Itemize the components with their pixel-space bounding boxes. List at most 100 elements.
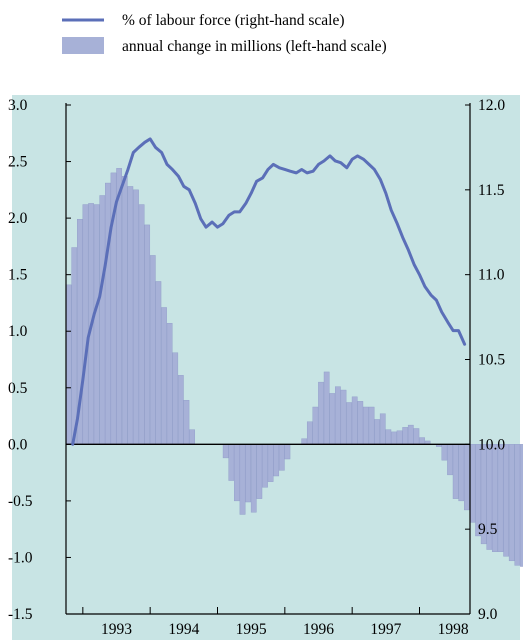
line-series	[71, 137, 467, 446]
bar	[256, 444, 263, 499]
bar	[189, 429, 195, 445]
bar	[368, 406, 375, 445]
bar	[144, 224, 151, 445]
bar	[379, 413, 386, 445]
bar-series	[65, 168, 523, 567]
tick-labels: 3.0 2.5 2.0 1.5 1.0 0.5 0.0 -0.5 -1.0 -1.5 12.0 11.…	[8, 97, 505, 638]
bar	[391, 431, 397, 445]
bar	[149, 255, 156, 445]
bar	[222, 444, 229, 459]
right-tick-label: 12.0	[478, 97, 505, 114]
bar	[262, 444, 268, 488]
legend-label-bars: annual change in millions (left-hand sca…	[122, 38, 387, 55]
bar	[419, 437, 425, 445]
bar	[234, 444, 240, 502]
bar	[312, 406, 319, 445]
left-tick-label: 2.0	[8, 210, 28, 227]
bar	[508, 444, 515, 562]
bar	[469, 444, 476, 523]
bar	[65, 284, 72, 445]
bar	[413, 428, 420, 445]
bar	[239, 444, 246, 515]
bar	[335, 386, 341, 445]
bar	[228, 444, 235, 481]
bar	[447, 444, 453, 476]
bar	[127, 186, 134, 445]
left-tick-label: 1.5	[8, 267, 28, 284]
bar	[278, 444, 285, 471]
legend-bar-swatch	[62, 37, 104, 54]
bar	[340, 389, 347, 445]
bar	[464, 444, 470, 511]
x-tick-label: 1993	[101, 621, 132, 638]
x-tick-label: 1998	[438, 621, 469, 638]
bar	[183, 400, 190, 445]
left-tick-label: 3.0	[8, 97, 28, 114]
bar	[301, 438, 308, 445]
bar	[138, 204, 145, 445]
left-tick-label: -1.5	[8, 606, 33, 623]
bar	[385, 429, 392, 445]
bar	[396, 430, 403, 445]
bar	[161, 307, 167, 445]
left-tick-label: 0.5	[8, 380, 28, 397]
bar	[492, 444, 498, 552]
bar	[166, 323, 173, 445]
right-tick-label: 10.5	[478, 352, 505, 369]
bar	[177, 375, 184, 445]
bar	[155, 281, 162, 445]
bar	[284, 444, 291, 460]
right-tick-label: 11.5	[478, 182, 505, 199]
bar	[93, 204, 100, 445]
legend-label-line: % of labour force (right-hand scale)	[122, 12, 345, 29]
bar	[452, 444, 459, 499]
bar	[121, 176, 128, 445]
bar	[514, 444, 521, 566]
bar	[318, 381, 324, 445]
legend: % of labour force (right-hand scale) ann…	[62, 12, 387, 55]
bar	[273, 444, 280, 477]
bar	[133, 189, 139, 445]
x-tick-label: 1995	[236, 621, 267, 638]
right-tick-label: 11.0	[478, 267, 505, 284]
bar	[99, 195, 106, 445]
left-tick-label: -1.0	[8, 549, 33, 566]
bar	[172, 352, 179, 445]
x-tick-label: 1996	[303, 621, 334, 638]
right-tick-label: 10.0	[478, 436, 505, 453]
bar	[503, 444, 509, 557]
x-tick-label: 1994	[168, 621, 199, 638]
bar	[323, 371, 330, 445]
bar	[407, 424, 414, 445]
bar	[441, 444, 448, 461]
bar	[402, 427, 409, 445]
bar	[497, 444, 504, 552]
bar	[475, 444, 481, 537]
bar	[458, 444, 465, 502]
bar	[267, 444, 274, 482]
bar	[329, 393, 336, 445]
bar	[346, 402, 352, 445]
bar	[357, 401, 364, 445]
bar	[116, 168, 122, 445]
bar	[250, 444, 257, 513]
left-tick-label: 0.0	[8, 436, 28, 453]
bar	[363, 406, 369, 445]
bar	[306, 421, 313, 445]
bar	[351, 396, 358, 445]
x-tick-label: 1997	[370, 621, 401, 638]
bar	[486, 444, 493, 550]
left-tick-label: 1.0	[8, 323, 28, 340]
bar	[82, 204, 89, 445]
unemployment-rate-line	[71, 137, 467, 446]
right-tick-label: 9.0	[478, 606, 498, 623]
bar	[245, 444, 251, 503]
right-tick-label: 9.5	[478, 521, 498, 538]
axes	[65, 103, 471, 615]
bar	[71, 247, 78, 445]
bar	[480, 444, 487, 545]
bar	[105, 182, 111, 445]
left-tick-label: -0.5	[8, 493, 33, 510]
left-tick-label: 2.5	[8, 154, 28, 171]
